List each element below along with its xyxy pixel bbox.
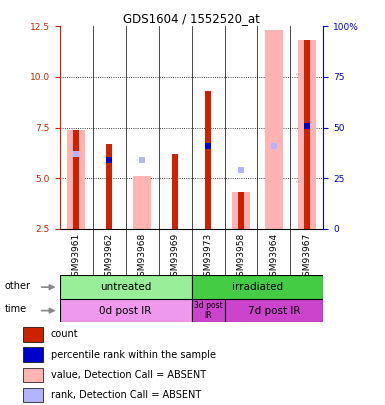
Bar: [67, 130, 85, 229]
Bar: [60, 275, 191, 299]
Bar: [265, 30, 283, 229]
Text: other: other: [5, 281, 31, 291]
Bar: [224, 299, 323, 322]
Text: GSM93969: GSM93969: [171, 232, 179, 282]
Bar: [23, 367, 43, 382]
Text: 0d post IR: 0d post IR: [99, 306, 152, 315]
Bar: [23, 347, 43, 362]
Text: untreated: untreated: [100, 282, 151, 292]
Text: 3d post
IR: 3d post IR: [194, 301, 223, 320]
Text: percentile rank within the sample: percentile rank within the sample: [50, 350, 216, 360]
Text: value, Detection Call = ABSENT: value, Detection Call = ABSENT: [50, 370, 206, 380]
Bar: [60, 299, 191, 322]
Text: time: time: [5, 305, 27, 314]
Bar: [106, 144, 112, 229]
Bar: [304, 40, 310, 229]
Bar: [23, 388, 43, 402]
Text: GSM93962: GSM93962: [105, 232, 114, 281]
Title: GDS1604 / 1552520_at: GDS1604 / 1552520_at: [123, 12, 260, 25]
Text: irradiated: irradiated: [232, 282, 283, 292]
Bar: [191, 299, 224, 322]
Bar: [232, 192, 250, 229]
Text: GSM93973: GSM93973: [204, 232, 213, 282]
Text: GSM93967: GSM93967: [302, 232, 311, 282]
Bar: [238, 192, 244, 229]
Bar: [133, 176, 151, 229]
Bar: [172, 154, 178, 229]
Bar: [298, 40, 316, 229]
Text: 7d post IR: 7d post IR: [248, 306, 300, 315]
Bar: [23, 327, 43, 342]
Bar: [205, 91, 211, 229]
Text: GSM93964: GSM93964: [270, 232, 278, 281]
Text: GSM93961: GSM93961: [72, 232, 81, 282]
Bar: [73, 130, 79, 229]
Bar: [191, 275, 323, 299]
Text: count: count: [50, 330, 78, 339]
Text: GSM93958: GSM93958: [236, 232, 246, 282]
Text: GSM93968: GSM93968: [137, 232, 147, 282]
Text: rank, Detection Call = ABSENT: rank, Detection Call = ABSENT: [50, 390, 201, 400]
